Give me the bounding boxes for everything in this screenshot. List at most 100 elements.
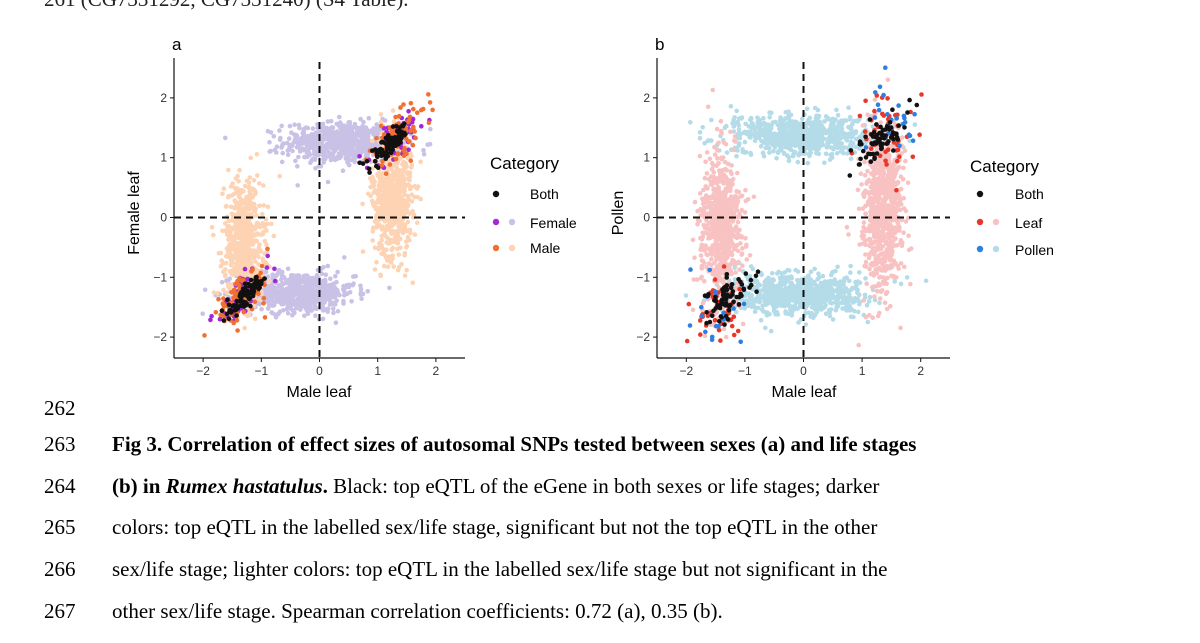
data-point [229,226,234,232]
y-tick-label: −1 [153,270,167,284]
data-point [269,221,274,227]
data-point [407,238,412,243]
data-point [381,263,387,269]
data-point [425,142,430,147]
data-point [358,132,364,137]
data-point [408,100,414,106]
data-point [393,193,398,199]
data-point [857,270,862,275]
data-point [233,261,239,266]
data-point [760,303,765,309]
data-point [832,294,838,300]
data-point [353,155,358,160]
x-tick-label: −2 [196,364,210,378]
data-point [226,316,232,322]
data-point [229,271,234,276]
data-point [314,272,320,278]
data-point [270,310,275,316]
data-point [833,307,839,313]
data-point [395,240,400,246]
data-point [772,144,778,150]
data-point [427,100,433,105]
data-point [372,159,378,164]
data-point [797,122,802,127]
data-point [848,295,853,301]
data-point [265,274,271,279]
data-point [842,276,847,281]
data-point [378,112,384,117]
data-point [313,148,319,154]
data-point [285,266,291,272]
data-point [265,204,271,210]
data-point [816,151,822,157]
data-point [404,267,410,273]
data-point [758,317,764,323]
data-point [831,124,837,129]
data-point [396,210,402,215]
data-point [855,279,861,284]
data-point [225,224,230,230]
data-point [233,200,239,205]
data-point [803,140,808,146]
data-point [260,211,265,217]
data-point [790,133,795,139]
data-point [320,316,326,322]
data-point [843,304,849,310]
data-point [763,325,768,331]
data-point [290,148,295,154]
data-point [864,281,869,287]
data-point [771,291,777,297]
data-point [765,140,771,145]
data-point [231,239,236,244]
data-point [737,141,742,146]
data-point [401,153,407,158]
data-point [796,132,802,138]
data-point [829,151,835,157]
data-point [774,156,779,161]
data-point [421,147,426,153]
data-point [835,303,841,309]
data-point [411,106,416,112]
data-point [272,266,277,272]
data-point [783,311,788,316]
data-point [683,293,689,298]
data-point [391,119,397,124]
data-point [393,143,398,148]
data-point [285,300,290,305]
x-tick-label: 2 [433,364,440,378]
data-point [814,120,819,125]
y-tick-label: 0 [160,210,167,224]
data-point [331,310,336,316]
data-point [374,122,380,127]
data-point [247,284,252,289]
data-point [246,180,252,185]
data-point [288,276,293,282]
data-point [811,315,816,321]
data-point [325,119,331,124]
data-point [296,154,301,160]
data-point [241,208,246,213]
data-point [381,247,387,253]
data-point [853,144,859,150]
data-point [814,293,819,298]
data-point [770,271,775,276]
data-point [231,320,236,326]
data-point [236,219,241,224]
data-point [371,177,376,182]
data-point [835,113,841,118]
data-point [232,247,238,253]
panel-b-xlabel: Male leaf [772,384,837,401]
data-point [373,129,379,134]
data-point [382,231,387,237]
data-point [279,274,285,279]
data-point [358,146,364,152]
data-point [248,204,254,210]
data-point [366,115,372,121]
data-point [308,283,314,289]
data-point [849,127,854,132]
data-point [251,178,257,183]
data-point [324,289,330,295]
data-point [379,251,385,256]
data-point [279,282,285,288]
